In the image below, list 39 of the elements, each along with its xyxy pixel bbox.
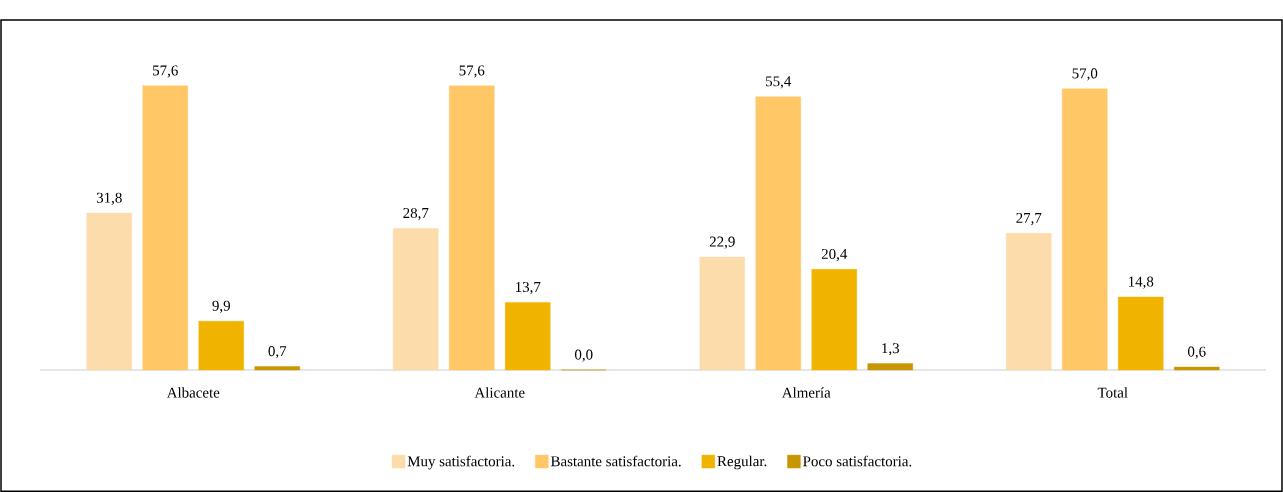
bar <box>699 256 745 371</box>
data-label: 57,6 <box>153 65 178 78</box>
bar <box>254 366 300 371</box>
bar <box>142 85 188 371</box>
data-label: 57,6 <box>459 65 485 78</box>
data-label: 1,3 <box>882 343 900 356</box>
bar <box>1174 366 1220 371</box>
bar <box>198 320 244 371</box>
legend-label: Bastante satisfactoria. <box>550 455 681 467</box>
bar <box>393 228 439 371</box>
data-label: 22,9 <box>709 236 735 249</box>
bar <box>755 96 801 371</box>
bar <box>449 85 495 371</box>
bar <box>505 302 551 371</box>
data-label: 14,8 <box>1128 276 1154 289</box>
x-tick-label: Albacete <box>166 387 220 398</box>
legend-label: Poco satisfactoria. <box>803 455 912 467</box>
bar <box>1006 233 1052 371</box>
bar <box>1062 88 1108 371</box>
legend-label: Regular. <box>717 455 767 470</box>
data-label: 55,4 <box>766 76 792 89</box>
data-label: 0,6 <box>1187 346 1206 359</box>
bar <box>1118 296 1164 371</box>
data-label: 31,8 <box>96 192 122 205</box>
x-tick-label: Total <box>1097 387 1128 398</box>
bar <box>86 212 132 371</box>
x-tick-label: Almería <box>781 387 831 398</box>
bar <box>811 269 857 371</box>
data-label: 13,7 <box>516 282 541 295</box>
data-label: 20,4 <box>821 248 848 262</box>
data-label: 57,0 <box>1072 68 1098 81</box>
x-tick-label: Alicante <box>474 387 525 398</box>
legend-label: Muy satisfactoria. <box>407 455 515 470</box>
data-label: 27,7 <box>1016 212 1042 226</box>
data-label: 28,7 <box>403 207 429 221</box>
data-label: 9,9 <box>212 300 230 313</box>
data-label: 0,7 <box>268 346 287 359</box>
bar <box>867 363 913 371</box>
data-label: 0,0 <box>574 349 593 362</box>
